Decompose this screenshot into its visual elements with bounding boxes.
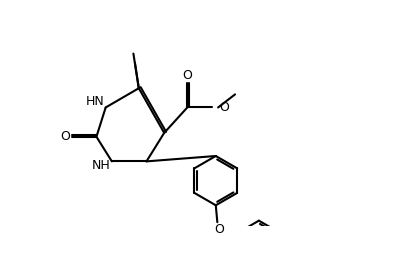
Text: O: O bbox=[219, 101, 229, 114]
Text: HN: HN bbox=[85, 95, 104, 108]
Text: NH: NH bbox=[92, 159, 110, 172]
Text: O: O bbox=[61, 130, 71, 143]
Text: O: O bbox=[214, 224, 224, 236]
Text: O: O bbox=[182, 69, 192, 82]
